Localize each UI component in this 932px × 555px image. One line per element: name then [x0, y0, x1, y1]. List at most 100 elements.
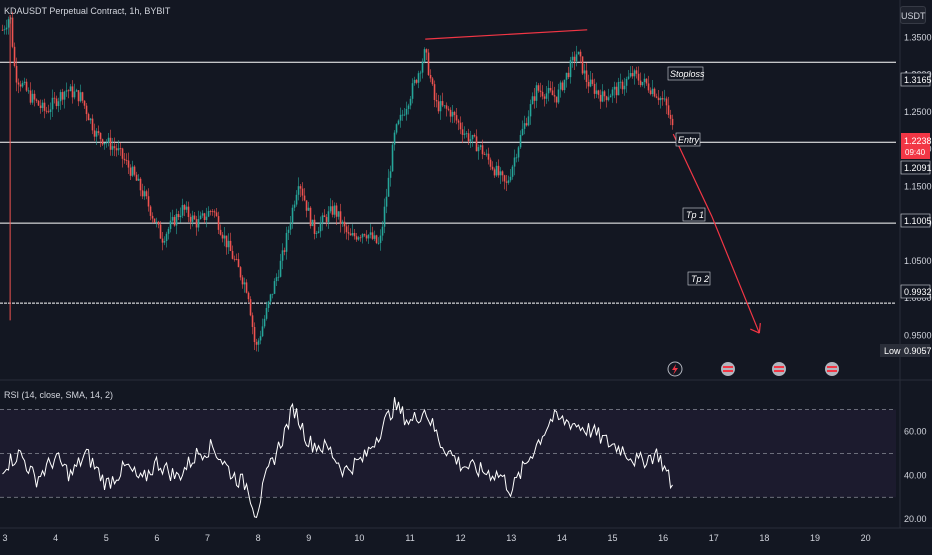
flag-icon[interactable]	[825, 362, 839, 376]
candle-body	[285, 232, 288, 252]
candle-body	[369, 232, 372, 235]
candle-body	[611, 89, 614, 96]
candle-body	[293, 204, 296, 208]
candle-body	[579, 51, 582, 57]
candle-body	[277, 276, 280, 278]
candle-body	[389, 171, 392, 178]
arrow-head	[750, 322, 761, 334]
time-tick: 9	[306, 533, 311, 543]
candle-body	[143, 191, 146, 197]
candle-body	[583, 70, 586, 74]
drawings[interactable]	[425, 29, 761, 334]
candle-body	[167, 228, 170, 234]
candle-body	[107, 137, 110, 143]
candle-body	[581, 56, 584, 74]
tp2-annotation[interactable]: Tp 2	[687, 271, 711, 286]
time-axis[interactable]: 3 4 5 6 7 8 9 10 11 12 13 14 15 16 17 18 19 20	[3, 533, 871, 543]
rsi-tick: 40.00	[904, 470, 927, 480]
price-tick: 1.2500	[904, 107, 932, 117]
candle-body	[21, 83, 24, 87]
candle-body	[255, 342, 258, 345]
candle-body	[37, 100, 40, 106]
candle-body	[165, 233, 168, 242]
candle-body	[625, 78, 628, 86]
candle-body	[47, 111, 50, 113]
candle-body	[127, 160, 130, 168]
candle-body	[225, 235, 228, 248]
candle-body	[587, 81, 590, 87]
flag-icon[interactable]	[721, 362, 735, 376]
candle-body	[461, 129, 464, 135]
candle-body	[659, 98, 662, 101]
candle-body	[11, 17, 14, 47]
candle-body	[121, 148, 124, 159]
countdown: 09:40	[905, 148, 926, 157]
candle-body	[111, 146, 114, 150]
rsi-axis[interactable]: 60.00 40.00 20.00	[904, 426, 927, 524]
time-tick: 10	[354, 533, 364, 543]
candle-body	[609, 95, 612, 98]
candle-body	[115, 148, 118, 151]
candle-body	[641, 81, 644, 86]
candle-body	[661, 98, 664, 100]
tp1-annotation[interactable]: Tp 1	[682, 207, 706, 222]
time-tick: 18	[759, 533, 769, 543]
candle-body	[561, 82, 564, 91]
candle-body	[511, 166, 514, 177]
candle-body	[19, 84, 22, 87]
candle-body	[393, 132, 396, 145]
entry-annotation[interactable]: Entry	[675, 132, 701, 147]
currency-button[interactable]: USDT	[900, 6, 926, 24]
time-tick: 16	[658, 533, 668, 543]
candle-body	[49, 109, 52, 113]
candle-body	[645, 78, 648, 84]
price-tick: 1.1500	[904, 181, 932, 191]
candle-body	[77, 90, 80, 102]
stoploss-annotation[interactable]: Stoploss	[667, 66, 705, 81]
candle-body	[633, 70, 636, 77]
candle-body	[161, 238, 164, 243]
candle-body	[183, 205, 186, 210]
stoploss-price-tag: 1.3165	[900, 72, 932, 87]
candle-body	[575, 54, 578, 62]
candle-body	[153, 218, 156, 223]
tp2-price-tag: 0.9932	[900, 284, 932, 299]
candle-body	[421, 61, 424, 73]
candle-body	[353, 232, 356, 237]
lightning-icon[interactable]	[667, 361, 683, 377]
candle-body	[171, 216, 174, 221]
candle-body	[407, 105, 410, 109]
candle-body	[617, 82, 620, 96]
candle-body	[197, 219, 200, 228]
time-tick: 12	[456, 533, 466, 543]
candle-body	[325, 216, 328, 222]
candle-body	[61, 92, 64, 100]
candle-body	[671, 118, 674, 126]
candle-body	[525, 123, 528, 126]
candle-body	[297, 186, 300, 195]
candle-body	[309, 207, 312, 227]
candle-body	[33, 93, 36, 100]
candle-body	[303, 195, 306, 201]
candle-body	[323, 215, 326, 217]
candle-body	[291, 207, 294, 224]
candle-body	[591, 79, 594, 84]
candle-body	[425, 49, 428, 53]
candle-body	[53, 97, 56, 99]
time-tick: 8	[256, 533, 261, 543]
candle-body	[43, 102, 46, 111]
candle-body	[65, 90, 68, 92]
candle-body	[361, 234, 364, 238]
candle-body	[403, 114, 406, 116]
flag-icon[interactable]	[772, 362, 786, 376]
candle-body	[213, 211, 216, 213]
candle-body	[571, 56, 574, 61]
candle-body	[413, 79, 416, 84]
candle-body	[289, 223, 292, 230]
candle-body	[657, 97, 660, 101]
candle-body	[209, 211, 212, 212]
candle-body	[203, 213, 206, 220]
candle-body	[605, 96, 608, 101]
